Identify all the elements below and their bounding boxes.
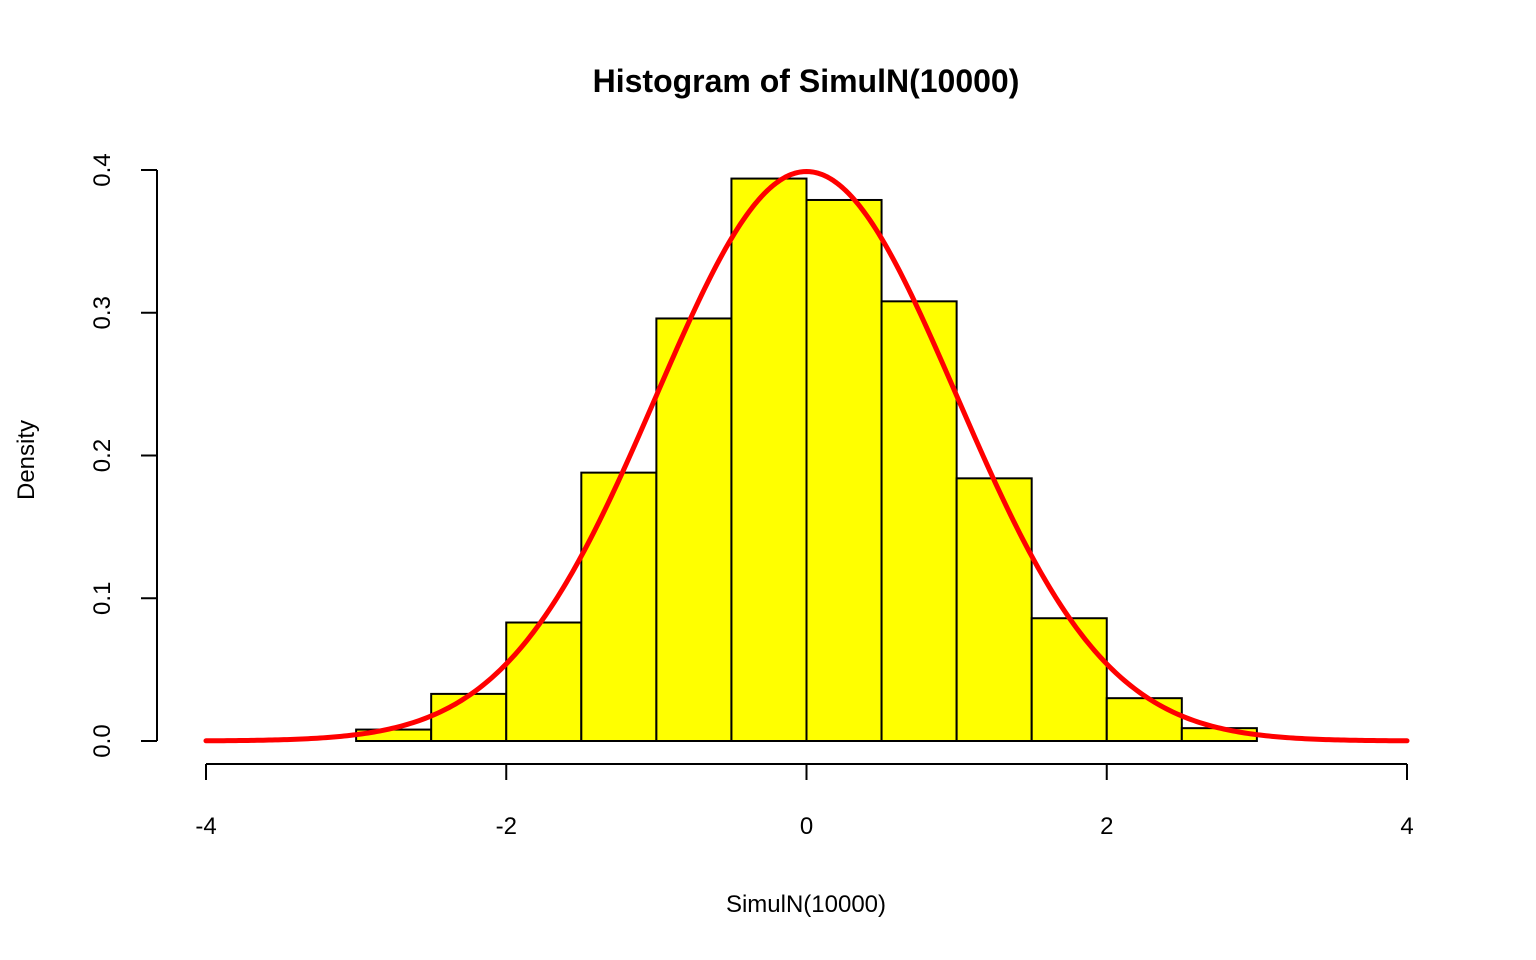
x-tick-label: 2 bbox=[1100, 813, 1113, 840]
y-tick-label: 0.2 bbox=[89, 439, 116, 472]
histogram-bar bbox=[805, 198, 883, 743]
y-tick-label: 0.0 bbox=[89, 724, 116, 757]
histogram-bar bbox=[655, 317, 733, 742]
x-tick-label: -2 bbox=[496, 813, 517, 840]
chart-title: Histogram of SimulN(10000) bbox=[593, 63, 1020, 99]
histogram-bar bbox=[580, 471, 658, 742]
x-axis-label: SimulN(10000) bbox=[726, 891, 886, 918]
histogram-bar bbox=[1105, 697, 1183, 742]
x-axis: -4 -2 0 2 4 bbox=[195, 763, 1414, 840]
x-tick-label: -4 bbox=[195, 813, 216, 840]
y-tick-label: 0.1 bbox=[89, 582, 116, 615]
x-tick-label: 4 bbox=[1400, 813, 1413, 840]
y-axis: 0.0 0.1 0.2 0.3 0.4 bbox=[89, 153, 158, 758]
histogram-bar bbox=[955, 477, 1033, 742]
histogram-bar bbox=[1030, 617, 1108, 742]
histogram-bar bbox=[430, 692, 508, 743]
histogram-bar bbox=[730, 177, 808, 742]
histogram-bars bbox=[355, 177, 1258, 743]
x-tick-label: 0 bbox=[800, 813, 813, 840]
y-tick-label: 0.4 bbox=[89, 153, 116, 186]
y-tick-label: 0.3 bbox=[89, 296, 116, 329]
density-curve bbox=[203, 169, 1410, 744]
y-axis-label: Density bbox=[13, 420, 40, 500]
histogram-bar bbox=[505, 621, 583, 743]
